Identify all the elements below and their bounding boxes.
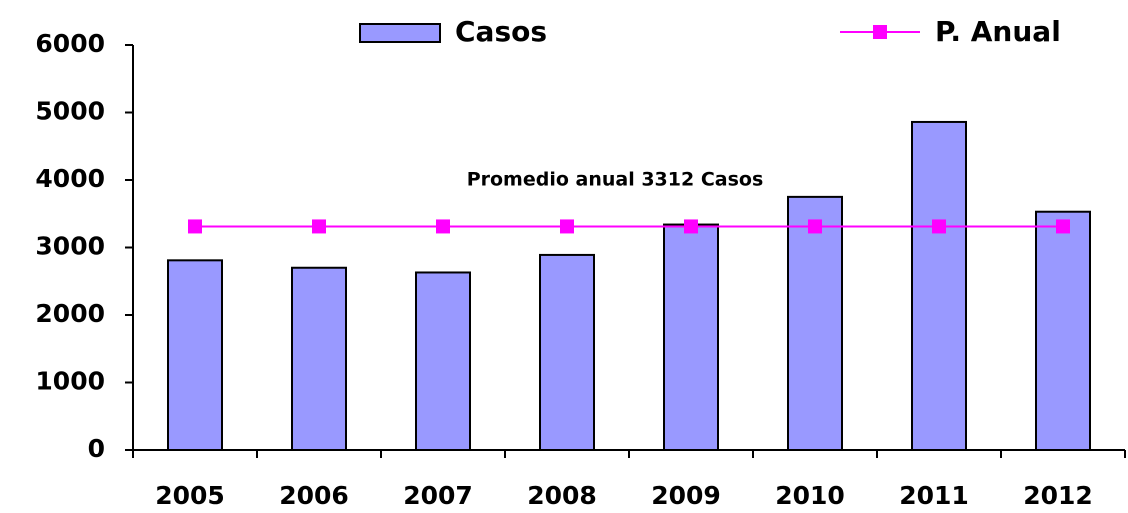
x-tick-label: 2008: [527, 481, 597, 510]
marker: [1056, 219, 1070, 234]
y-tick-label: 6000: [35, 29, 105, 58]
x-tick-label: 2005: [155, 481, 225, 510]
x-tick-label: 2010: [775, 481, 845, 510]
marker: [808, 219, 822, 234]
marker: [436, 219, 450, 234]
marker: [932, 219, 946, 234]
bar: [787, 195, 843, 451]
bar: [1035, 210, 1091, 451]
legend-marker: [873, 25, 887, 39]
x-tick-label: 2009: [651, 481, 721, 510]
y-tick-label: 3000: [35, 232, 105, 261]
legend-swatch: [359, 23, 441, 43]
x-tick-label: 2011: [899, 481, 969, 510]
marker: [684, 219, 698, 234]
legend-label: P. Anual: [935, 15, 1061, 48]
marker: [188, 219, 202, 234]
bar: [663, 223, 719, 451]
bar: [415, 271, 471, 451]
annotation: Promedio anual 3312 Casos: [467, 169, 764, 191]
y-tick-label: 2000: [35, 299, 105, 328]
marker: [312, 219, 326, 234]
marker: [560, 219, 574, 234]
y-tick-label: 0: [88, 434, 105, 463]
legend-label: Casos: [455, 15, 547, 48]
bar: [291, 266, 347, 451]
x-tick-label: 2006: [279, 481, 349, 510]
y-tick-label: 5000: [35, 97, 105, 126]
y-tick-label: 4000: [35, 164, 105, 193]
bar: [167, 259, 223, 452]
bar: [539, 253, 595, 451]
bar: [911, 120, 967, 451]
x-tick-label: 2007: [403, 481, 473, 510]
y-tick-label: 1000: [35, 367, 105, 396]
x-tick-label: 2012: [1023, 481, 1093, 510]
